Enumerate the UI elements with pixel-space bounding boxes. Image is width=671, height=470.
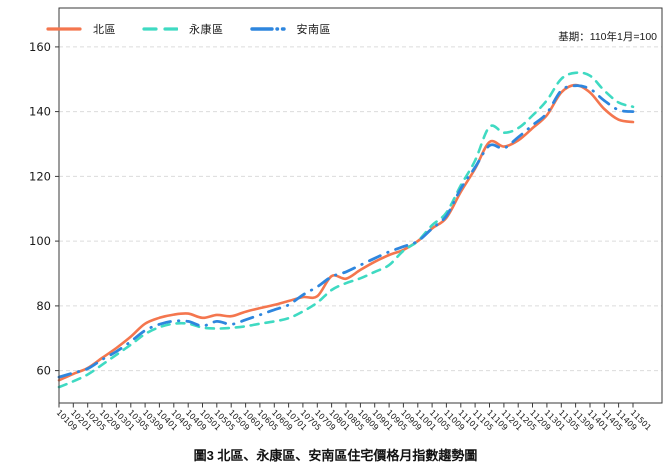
legend-label-north: 北區: [93, 24, 116, 36]
legend-item-yongkang-district: 永康區: [142, 21, 224, 37]
series-line-yongkang-district: [57, 71, 635, 389]
y-tick-label: 140: [29, 105, 51, 119]
legend-swatch-solid-line: [46, 27, 82, 31]
plot-border: [58, 7, 663, 404]
chart-caption: 圖3 北區、永康區、安南區住宅價格月指數趨勢圖: [193, 448, 478, 463]
legend-label-yongkang: 永康區: [189, 24, 224, 36]
legend-swatch-dashed-line: [142, 27, 178, 31]
series-line-annan-district: [57, 84, 635, 379]
y-axis: 60 80 100 120 140 160: [29, 40, 59, 378]
y-tick-label: 100: [29, 234, 51, 248]
legend-swatch-dashdot-line: [249, 27, 286, 31]
legend-item-annan-district: 安南區: [249, 21, 332, 37]
gridlines: [59, 46, 662, 372]
legend-item-north-district: 北區: [46, 21, 116, 37]
chart-legend: 北區 永康區 安南區: [46, 21, 331, 37]
series-lines: [57, 71, 635, 389]
x-axis: 1010910201102051020910301103051030910401…: [55, 403, 653, 432]
y-tick-label: 120: [29, 169, 51, 183]
y-tick-label: 80: [36, 299, 51, 313]
series-line-north-district: [57, 83, 635, 382]
legend-label-annan: 安南區: [296, 24, 331, 36]
y-tick-label: 160: [29, 40, 51, 54]
base-period-note: 基期：110年1月=100: [558, 31, 657, 43]
y-tick-label: 60: [36, 364, 51, 378]
